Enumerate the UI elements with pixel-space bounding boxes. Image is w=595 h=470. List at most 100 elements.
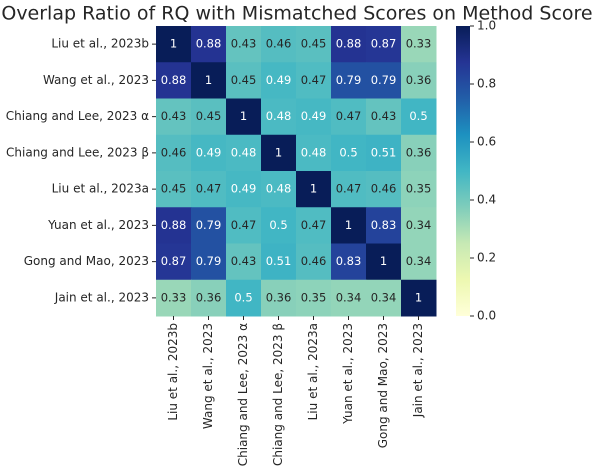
y-tick-label: Wang et al., 2023: [43, 73, 149, 87]
cell-label: 0.45: [161, 182, 187, 196]
cell-label: 0.49: [266, 73, 292, 87]
cell-label: 0.48: [231, 145, 257, 159]
heatmap-cell: [331, 279, 367, 317]
chart-title: Overlap Ratio of RQ with Mismatched Scor…: [1, 3, 592, 25]
heatmap-cell: [156, 243, 192, 281]
cell-label: 0.33: [161, 290, 187, 304]
heatmap-cell: [331, 207, 367, 244]
heatmap-cell: [226, 62, 262, 99]
cell-label: 0.33: [406, 37, 432, 51]
heatmap-cell: [401, 62, 437, 99]
x-tick-label: Yuan et al., 2023: [341, 323, 355, 425]
colorbar-tick-label: 1.0: [477, 19, 496, 33]
heatmap-cell: [226, 134, 262, 172]
heatmap-cell: [226, 243, 262, 281]
cell-label: 1: [345, 218, 352, 232]
cell-label: 1: [205, 73, 212, 87]
heatmap-cell: [366, 243, 402, 281]
heatmap-cell: [191, 243, 227, 281]
heatmap-cell: [331, 26, 367, 63]
heatmap-cell: [366, 62, 402, 99]
heatmap-cell: [191, 26, 227, 63]
cell-label: 0.35: [301, 290, 327, 304]
cell-label: 0.49: [231, 182, 257, 196]
x-tick-label: Liu et al., 2023a: [306, 323, 320, 420]
y-tick-label: Chiang and Lee, 2023 β: [6, 145, 149, 159]
cell-label: 0.46: [371, 182, 397, 196]
cell-label: 1: [240, 109, 247, 123]
heatmap-cell: [191, 207, 227, 244]
heatmap-cell: [226, 171, 262, 208]
cell-label: 1: [170, 37, 177, 51]
heatmap-cell: [401, 171, 437, 208]
cell-label: 0.5: [269, 218, 287, 232]
heatmap-cell: [296, 279, 332, 317]
colorbar-tick-label: 0.0: [477, 309, 496, 323]
x-tick-label: Chiang and Lee, 2023 β: [271, 323, 285, 466]
heatmap-cell: [191, 62, 227, 99]
heatmap-cell: [261, 207, 297, 244]
x-tick-label: Liu et al., 2023b: [166, 323, 180, 421]
cell-label: 0.48: [301, 145, 327, 159]
cell-label: 0.47: [301, 73, 327, 87]
heatmap-cell: [401, 243, 437, 281]
cell-label: 0.36: [406, 73, 432, 87]
x-tick-label: Chiang and Lee, 2023 α: [236, 323, 250, 466]
y-tick-label: Liu et al., 2023a: [52, 182, 149, 196]
cell-label: 0.34: [406, 218, 432, 232]
cell-label: 0.88: [336, 37, 362, 51]
heatmap-cell: [261, 62, 297, 99]
heatmap-cell: [191, 171, 227, 208]
heatmap-cell: [366, 207, 402, 244]
y-tick-label: Jain et al., 2023: [54, 290, 149, 304]
cell-label: 0.45: [301, 37, 327, 51]
heatmap-cell: [156, 62, 192, 99]
cell-label: 0.5: [339, 145, 357, 159]
heatmap-cell: [296, 62, 332, 99]
heatmap-cell: [366, 279, 402, 317]
cell-label: 0.5: [409, 109, 427, 123]
heatmap-cell: [401, 279, 437, 317]
cell-label: 0.87: [371, 37, 397, 51]
cell-label: 0.49: [196, 145, 222, 159]
cell-label: 0.46: [301, 254, 327, 268]
cell-label: 0.88: [161, 218, 187, 232]
heatmap-cell: [261, 26, 297, 63]
heatmap-cell: [156, 26, 192, 63]
heatmap-cell: [261, 171, 297, 208]
heatmap-cell: [331, 62, 367, 99]
cell-label: 0.43: [371, 109, 397, 123]
y-tick-label: Chiang and Lee, 2023 α: [6, 109, 149, 123]
cell-label: 0.79: [196, 218, 222, 232]
y-tick-label: Liu et al., 2023b: [51, 37, 149, 51]
cell-label: 0.43: [231, 37, 257, 51]
cell-label: 0.49: [301, 109, 327, 123]
heatmap-cell: [191, 134, 227, 172]
cell-label: 0.5: [234, 290, 252, 304]
cell-label: 0.47: [231, 218, 257, 232]
cell-label: 0.45: [231, 73, 257, 87]
cell-label: 0.43: [161, 109, 187, 123]
cell-label: 0.45: [196, 109, 222, 123]
heatmap-cell: [366, 26, 402, 63]
heatmap-cell: [331, 134, 367, 172]
heatmap-cell: [366, 98, 402, 136]
heatmap-cell: [226, 98, 262, 136]
colorbar-tick-label: 0.4: [477, 193, 496, 207]
heatmap-cell: [191, 279, 227, 317]
cell-label: 0.48: [266, 109, 292, 123]
cell-label: 0.83: [336, 254, 362, 268]
heatmap-cell: [226, 279, 262, 317]
y-tick-label: Gong and Mao, 2023: [24, 254, 149, 268]
cell-label: 0.88: [196, 37, 222, 51]
cell-label: 0.34: [406, 254, 432, 268]
heatmap-cell: [296, 243, 332, 281]
heatmap-cell: [331, 171, 367, 208]
heatmap-cell: [366, 171, 402, 208]
cell-label: 0.34: [371, 290, 397, 304]
heatmap-cell: [296, 171, 332, 208]
cell-label: 0.79: [371, 73, 397, 87]
heatmap-cell: [401, 134, 437, 172]
heatmap-cell: [296, 134, 332, 172]
x-tick-label: Wang et al., 2023: [201, 323, 215, 429]
